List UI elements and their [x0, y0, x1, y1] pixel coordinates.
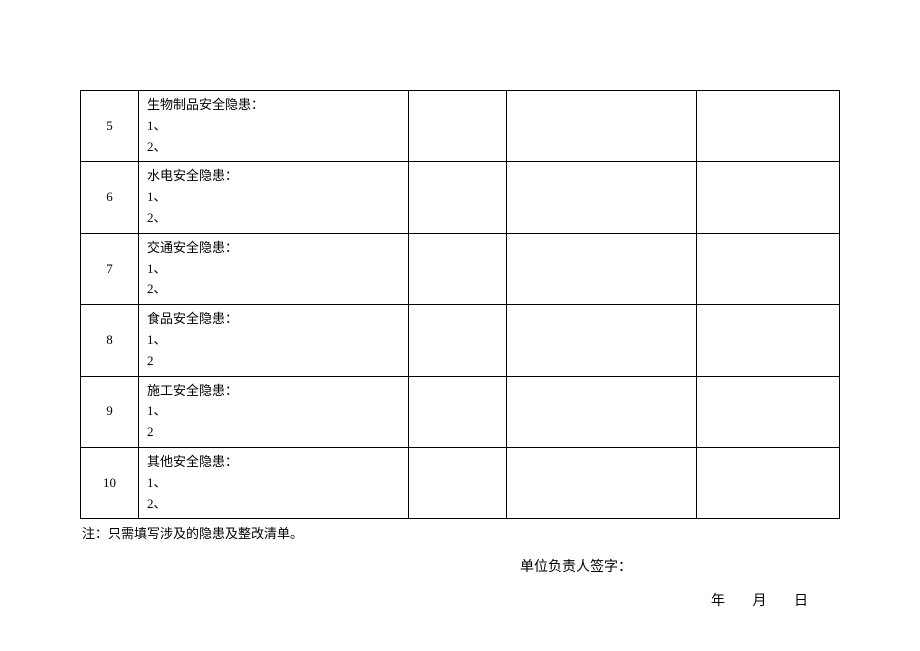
signature-label: 单位负责人签字：	[80, 556, 840, 576]
hazard-description-cell: 水电安全隐患：1、2、	[139, 162, 409, 233]
table-row: 5生物制品安全隐患：1、2、	[81, 91, 840, 162]
hazard-description-cell: 食品安全隐患：1、2	[139, 305, 409, 376]
date-line: 年 月 日	[80, 590, 840, 610]
hazard-title: 水电安全隐患：	[147, 166, 402, 187]
year-label: 年	[711, 594, 727, 609]
table-row: 6水电安全隐患：1、2、	[81, 162, 840, 233]
empty-cell-5	[697, 376, 840, 447]
row-number-cell: 7	[81, 233, 139, 304]
hazard-item-2: 2、	[147, 208, 402, 229]
hazard-description-cell: 其他安全隐患：1、2、	[139, 447, 409, 518]
hazard-title: 施工安全隐患：	[147, 381, 402, 402]
empty-cell-3	[409, 233, 507, 304]
table-row: 7交通安全隐患：1、2、	[81, 233, 840, 304]
row-number-cell: 5	[81, 91, 139, 162]
hazard-description-cell: 交通安全隐患：1、2、	[139, 233, 409, 304]
hazard-item-2: 2、	[147, 494, 402, 515]
empty-cell-3	[409, 447, 507, 518]
hazard-title: 交通安全隐患：	[147, 238, 402, 259]
table-row: 8食品安全隐患：1、2	[81, 305, 840, 376]
month-label: 月	[753, 594, 769, 609]
hazard-description-cell: 施工安全隐患：1、2	[139, 376, 409, 447]
empty-cell-4	[507, 447, 697, 518]
empty-cell-3	[409, 91, 507, 162]
empty-cell-4	[507, 376, 697, 447]
empty-cell-5	[697, 305, 840, 376]
empty-cell-3	[409, 305, 507, 376]
hazard-title: 其他安全隐患：	[147, 452, 402, 473]
hazard-item-2: 2、	[147, 137, 402, 158]
hazard-item-1: 1、	[147, 473, 402, 494]
empty-cell-4	[507, 162, 697, 233]
empty-cell-3	[409, 162, 507, 233]
row-number-cell: 6	[81, 162, 139, 233]
hazard-item-1: 1、	[147, 401, 402, 422]
hazard-item-1: 1、	[147, 259, 402, 280]
safety-hazard-table: 5生物制品安全隐患：1、2、6水电安全隐患：1、2、7交通安全隐患：1、2、8食…	[80, 90, 840, 519]
hazard-title: 食品安全隐患：	[147, 309, 402, 330]
hazard-item-2: 2、	[147, 279, 402, 300]
empty-cell-5	[697, 447, 840, 518]
empty-cell-5	[697, 91, 840, 162]
row-number-cell: 8	[81, 305, 139, 376]
row-number-cell: 9	[81, 376, 139, 447]
empty-cell-5	[697, 162, 840, 233]
empty-cell-3	[409, 376, 507, 447]
day-label: 日	[794, 594, 810, 609]
hazard-item-1: 1、	[147, 116, 402, 137]
table-note: 注：只需填写涉及的隐患及整改清单。	[80, 523, 840, 542]
row-number-cell: 10	[81, 447, 139, 518]
hazard-item-1: 1、	[147, 330, 402, 351]
table-row: 10其他安全隐患：1、2、	[81, 447, 840, 518]
table-row: 9施工安全隐患：1、2	[81, 376, 840, 447]
empty-cell-4	[507, 91, 697, 162]
hazard-item-2: 2	[147, 351, 402, 372]
empty-cell-5	[697, 233, 840, 304]
hazard-item-2: 2	[147, 422, 402, 443]
hazard-description-cell: 生物制品安全隐患：1、2、	[139, 91, 409, 162]
hazard-title: 生物制品安全隐患：	[147, 95, 402, 116]
empty-cell-4	[507, 305, 697, 376]
empty-cell-4	[507, 233, 697, 304]
hazard-item-1: 1、	[147, 187, 402, 208]
safety-hazard-table-container: 5生物制品安全隐患：1、2、6水电安全隐患：1、2、7交通安全隐患：1、2、8食…	[80, 90, 840, 519]
